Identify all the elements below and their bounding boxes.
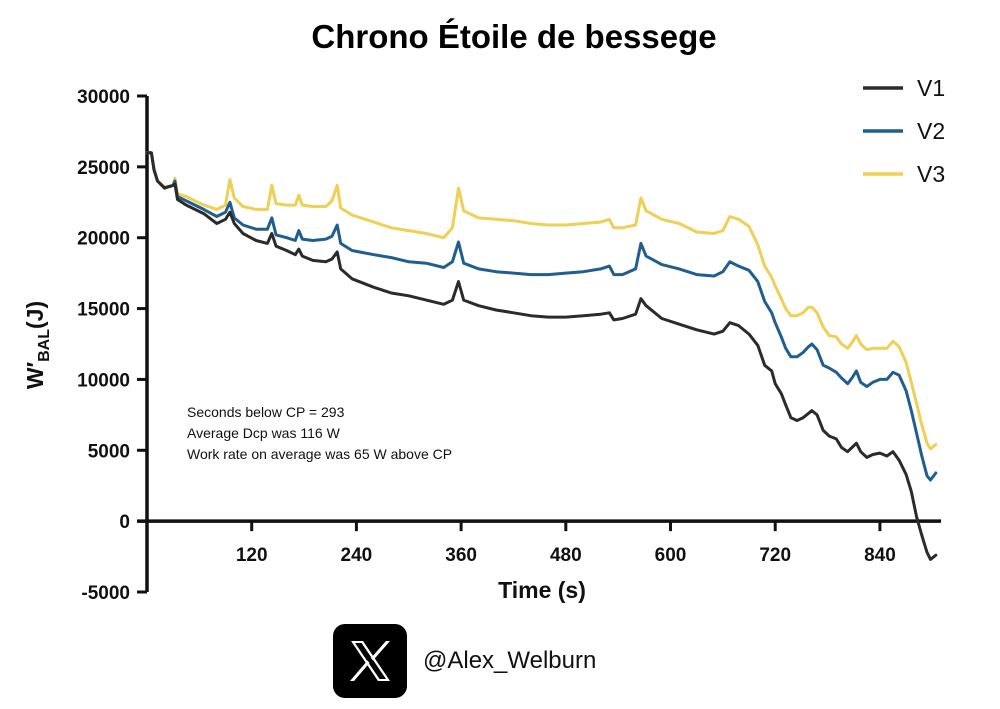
legend-label-v2: V2	[917, 118, 945, 144]
footer: @Alex_Welburn	[333, 624, 596, 698]
y-tick-label: 5000	[88, 441, 130, 462]
x-tick-label: 840	[864, 545, 896, 566]
y-axis-label: W′BAL(J)	[22, 301, 53, 389]
chart-title: Chrono Étoile de bessege	[311, 18, 716, 55]
x-axis-label: Time (s)	[498, 577, 586, 603]
annotation-work-rate: Work rate on average was 65 W above CP	[187, 446, 452, 462]
y-tick-label: 0	[119, 512, 130, 533]
y-axis-ticks: -5000 0 5000 10000 15000 20000 25000 30000	[77, 87, 147, 604]
x-tick-label: 480	[550, 545, 582, 566]
x-tick-label: 600	[655, 545, 687, 566]
x-tick-label: 240	[341, 545, 373, 566]
series-line-v3	[145, 151, 938, 451]
series-lines	[145, 151, 938, 561]
y-tick-label: 30000	[77, 87, 130, 108]
y-tick-label: 25000	[77, 158, 130, 179]
annotation-seconds-below-cp: Seconds below CP = 293	[187, 404, 345, 420]
legend: V1 V2 V3	[863, 75, 945, 187]
annotation-average-dcp: Average Dcp was 116 W	[187, 425, 341, 441]
series-line-v1	[145, 151, 938, 561]
x-axis-ticks: 120 240 360 480 600 720 840	[236, 521, 896, 566]
x-tick-label: 120	[236, 545, 268, 566]
x-logo-icon	[333, 624, 407, 698]
legend-label-v1: V1	[917, 75, 945, 101]
y-tick-label: 10000	[77, 370, 130, 391]
author-handle: @Alex_Welburn	[423, 647, 597, 674]
y-tick-label: -5000	[81, 583, 130, 604]
y-tick-label: 20000	[77, 229, 130, 250]
annotation-block: Seconds below CP = 293 Average Dcp was 1…	[187, 404, 452, 462]
x-tick-label: 360	[445, 545, 477, 566]
y-tick-label: 15000	[77, 300, 130, 321]
legend-label-v3: V3	[917, 161, 945, 187]
x-tick-label: 720	[759, 545, 791, 566]
series-line-v2	[145, 151, 938, 482]
